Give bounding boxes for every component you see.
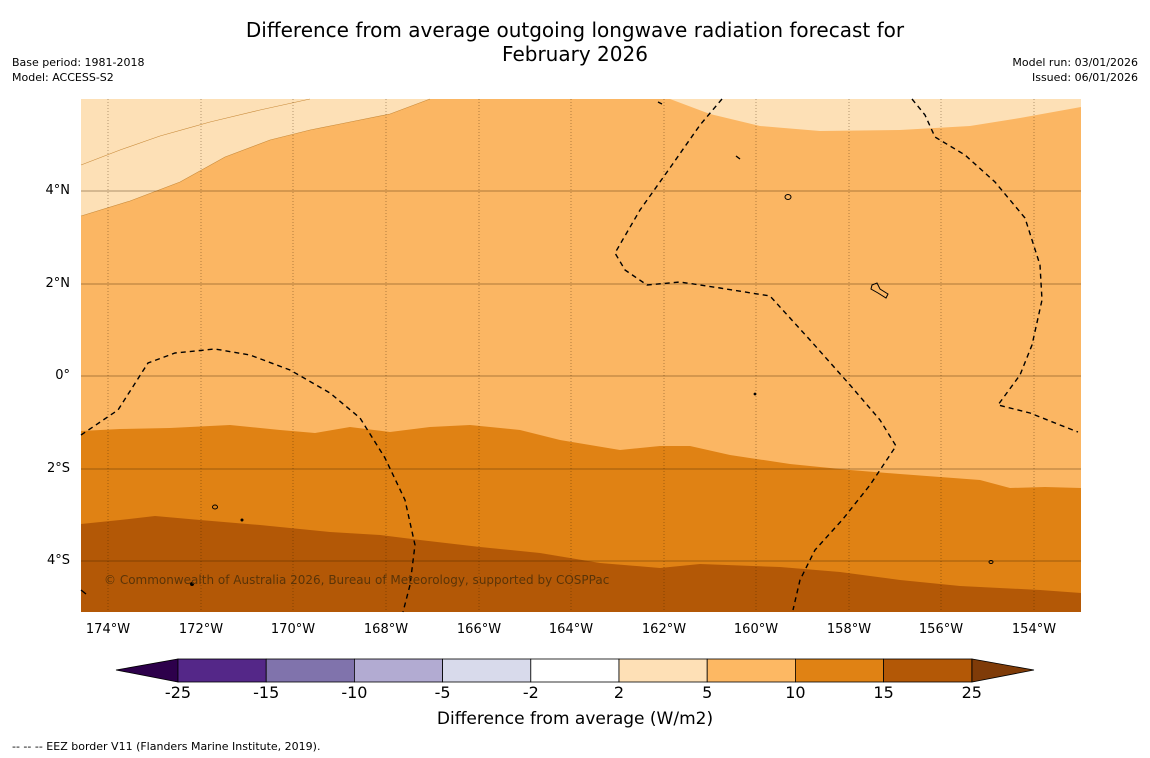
- colorbar-tick-label: -10: [341, 683, 368, 702]
- model-name: Model: ACCESS-S2: [12, 71, 114, 84]
- colorbar-tick-label: -2: [522, 683, 539, 702]
- lon-label: 160°W: [733, 622, 779, 637]
- eez-border-edge-fragments: [80, 101, 741, 595]
- colorbar-segment: [618, 658, 708, 683]
- eez-fragment-north: [657, 101, 663, 105]
- colorbar-segment: [530, 658, 620, 683]
- colorbar-segment: [265, 658, 355, 683]
- colorbar-segment: [795, 658, 885, 683]
- eez-legend-note: -- -- -- EEZ border V11 (Flanders Marine…: [12, 740, 321, 753]
- colorbar-tick-label: 5: [702, 683, 713, 702]
- colorbar-tick-label: -25: [164, 683, 192, 702]
- lat-label: 4°N: [45, 183, 71, 198]
- colorbar-segment: [177, 658, 267, 683]
- lon-label: 168°W: [363, 622, 409, 637]
- lat-label: 0°: [55, 368, 70, 383]
- colorbar-tick-label: -15: [253, 683, 280, 702]
- lat-label: 4°S: [46, 553, 70, 568]
- lon-label: 166°W: [456, 622, 502, 637]
- lon-label: 172°W: [178, 622, 224, 637]
- lon-label: 170°W: [270, 622, 316, 637]
- island-kiritimati: [870, 282, 889, 299]
- island-south: [190, 582, 194, 586]
- copyright-notice: © Commonwealth of Australia 2026, Bureau…: [104, 573, 610, 587]
- title-line-2: February 2026: [502, 42, 648, 66]
- islands: [190, 194, 994, 586]
- band-2-5-top-left: [81, 99, 430, 216]
- eez-borders: [80, 98, 1079, 613]
- eez-border-west: [80, 348, 416, 613]
- metadata-right: Model run: 03/01/2026 Issued: 06/01/2026: [1012, 55, 1138, 85]
- lon-label: 158°W: [826, 622, 872, 637]
- colorbar-tick-label: -5: [434, 683, 451, 702]
- graticule: [81, 99, 1081, 612]
- title-line-1: Difference from average outgoing longwav…: [245, 18, 905, 42]
- colorbar-segment: [353, 658, 443, 683]
- island-tokelau: [240, 518, 244, 522]
- model-run: Model run: 03/01/2026: [1012, 56, 1138, 69]
- colorbar-tick-label: 2: [613, 683, 625, 702]
- metadata-left: Base period: 1981-2018 Model: ACCESS-S2: [12, 55, 144, 85]
- lon-label: 174°W: [85, 622, 131, 637]
- lon-label: 164°W: [548, 622, 594, 637]
- colorbar-title: Difference from average (W/m2): [436, 709, 714, 729]
- eez-fragment-east: [735, 155, 741, 160]
- lat-label: 2°S: [46, 461, 70, 476]
- lat-label: 2°N: [45, 276, 71, 291]
- island-tabuaeran: [784, 194, 792, 200]
- eez-border-east: [614, 98, 897, 611]
- island-jarvis: [753, 392, 757, 396]
- colorbar-segments: [177, 658, 973, 683]
- band-2-5-top-right: [670, 99, 1081, 131]
- lon-label: 162°W: [641, 622, 687, 637]
- band-5-10: [81, 99, 1081, 488]
- contour-2: [80, 98, 311, 166]
- eez-fragment-southwest: [80, 589, 87, 595]
- colorbar-extend-low: [115, 658, 179, 683]
- colorbar-segment: [706, 658, 796, 683]
- colorbar: [115, 658, 1035, 683]
- colorbar-segment: [442, 658, 532, 683]
- island-small-east: [988, 560, 994, 564]
- colorbar-tick-label: 10: [785, 683, 806, 702]
- island-swains: [212, 504, 218, 510]
- colorbar-extend-high: [971, 658, 1035, 683]
- chart-title: Difference from average outgoing longwav…: [0, 18, 1150, 66]
- colorbar-segment: [883, 658, 973, 683]
- colorbar-tick-label: 15: [873, 683, 894, 702]
- contour-5: [80, 98, 431, 217]
- lon-label: 156°W: [918, 622, 964, 637]
- base-period: Base period: 1981-2018: [12, 56, 145, 69]
- issued-date: Issued: 06/01/2026: [1031, 71, 1138, 84]
- lon-label: 154°W: [1011, 622, 1057, 637]
- colorbar-tick-label: 25: [961, 683, 982, 702]
